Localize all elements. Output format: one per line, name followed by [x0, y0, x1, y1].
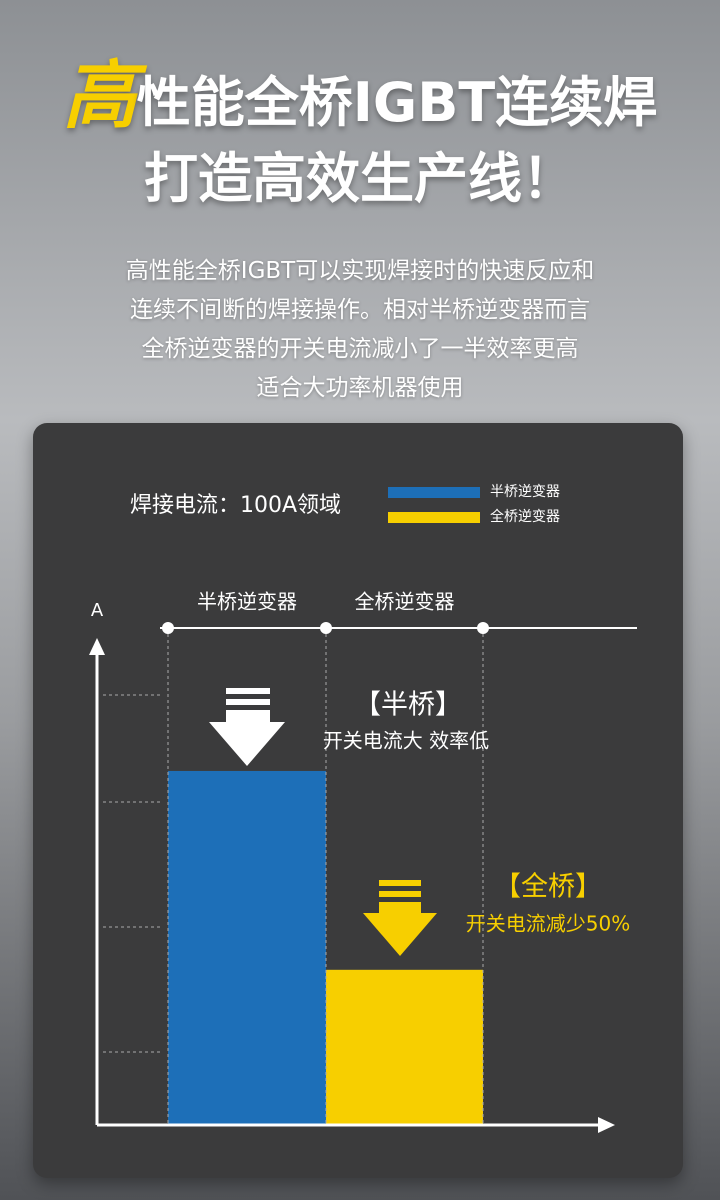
- arrow-stripe: [379, 891, 421, 897]
- annotation-text: 开关电流大 效率低: [323, 729, 489, 753]
- x-tick-label: 全桥逆变器: [355, 590, 455, 614]
- category-dot: [162, 622, 174, 634]
- axes: [89, 622, 637, 1133]
- legend-swatch: [388, 487, 480, 498]
- desc-line: 适合大功率机器使用: [256, 375, 464, 401]
- axis-arrow: [89, 638, 105, 655]
- legend-swatch: [388, 512, 480, 523]
- desc-line: 高性能全桥IGBT可以实现焊接时的快速反应和: [125, 258, 595, 284]
- description: 高性能全桥IGBT可以实现焊接时的快速反应和 连续不间断的焊接操作。相对半桥逆变…: [0, 252, 720, 408]
- arrow-stripe: [226, 699, 270, 705]
- y-axis-label: A: [91, 600, 104, 621]
- annotation-title: 【半桥】: [354, 690, 462, 721]
- arrow-icon: [209, 688, 285, 766]
- arrow-stripe: [379, 880, 421, 886]
- desc-line: 连续不间断的焊接操作。相对半桥逆变器而言: [130, 297, 590, 323]
- x-tick-label: 半桥逆变器: [197, 590, 297, 614]
- arrow-icon: [363, 880, 437, 956]
- title-line: 高性能全桥IGBT连续焊: [0, 58, 720, 141]
- legend-title: 焊接电流：100A领域: [130, 493, 341, 518]
- title-text: 性能全桥IGBT连续焊: [136, 71, 658, 134]
- legend-label: 半桥逆变器: [490, 484, 560, 500]
- bar: [326, 969, 483, 1125]
- guides: [103, 634, 484, 1125]
- annotation-title: 【全桥】: [494, 872, 602, 903]
- legend-label: 全桥逆变器: [490, 508, 560, 525]
- arrow-stripe: [226, 688, 270, 694]
- desc-line: 全桥逆变器的开关电流减小了一半效率更高: [141, 336, 579, 362]
- title: 高性能全桥IGBT连续焊 打造高效生产线！: [0, 58, 720, 217]
- annotation-text: 开关电流减少50%: [466, 912, 630, 936]
- axis-arrow: [598, 1117, 615, 1133]
- title-line: 打造高效生产线！: [144, 147, 576, 210]
- title-highlight: 高: [62, 53, 137, 139]
- category-dot: [477, 622, 489, 634]
- bar: [168, 770, 326, 1125]
- arrow-head: [363, 902, 437, 956]
- arrow-head: [209, 710, 285, 766]
- category-dot: [320, 622, 332, 634]
